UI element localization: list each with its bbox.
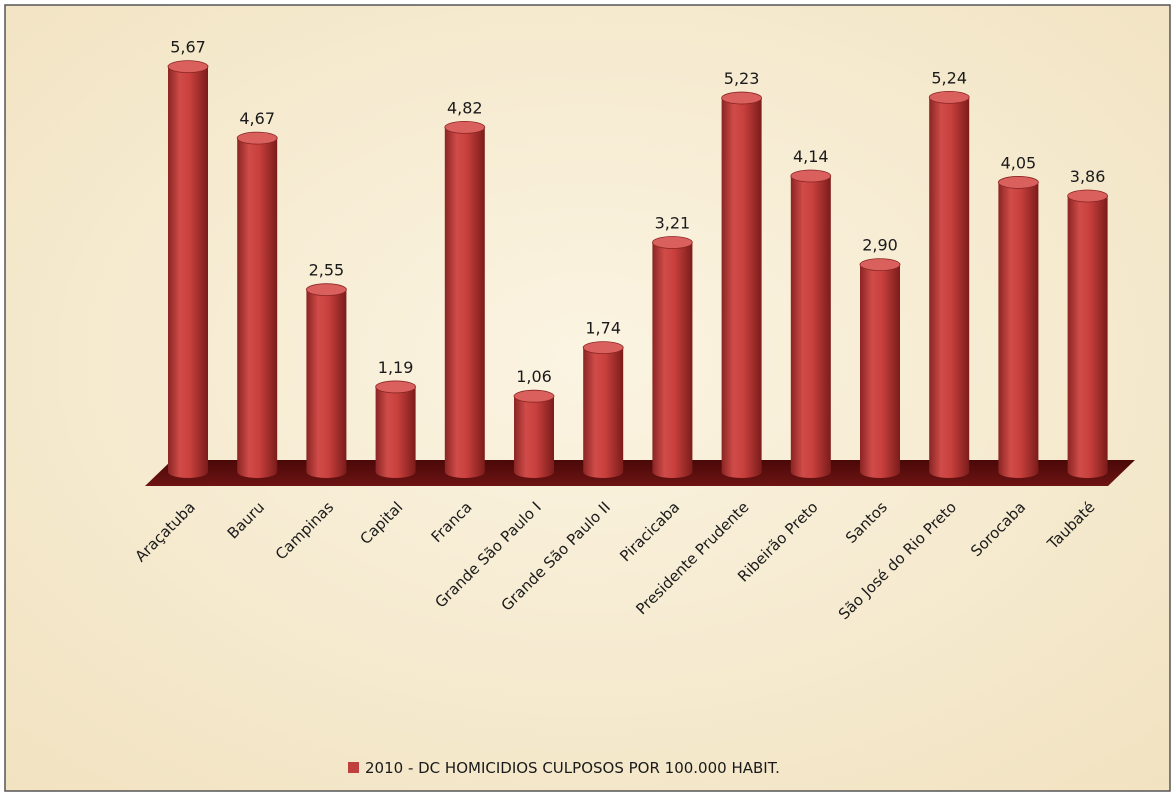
bars-layer [167,60,1108,479]
bar-body [1067,196,1108,479]
bar [167,60,209,478]
bar-top [1067,189,1108,203]
value-label: 5,24 [931,68,967,87]
bar-body [306,289,347,479]
value-label: 1,06 [516,367,552,386]
bar [790,169,832,479]
bar [652,236,693,479]
bar [305,283,347,479]
bar [582,341,624,479]
value-label: 5,67 [170,38,206,57]
value-label: 3,21 [655,213,691,232]
value-label: 4,05 [1001,153,1037,172]
bar [444,120,486,479]
bar-top [375,380,417,394]
bar-body [583,347,624,479]
bar-top [859,258,901,272]
value-label: 4,67 [239,109,275,128]
value-label: 5,23 [724,69,760,88]
bar [1067,189,1108,479]
bar-body [375,386,416,479]
bar-top [582,341,624,354]
legend-swatch [348,762,359,773]
bar [721,91,762,479]
bar-body [514,396,554,478]
bar-body [237,138,278,478]
value-label: 1,74 [585,319,621,338]
bar-top [236,131,278,145]
bar-body [652,242,693,479]
bar-body [860,264,900,478]
bar-body [929,97,970,479]
bar-top [167,60,209,73]
value-labels-layer: 5,67 4,67 2,55 1,19 4,82 1,06 1,74 3,21 5,23 4,14… [170,38,1105,387]
value-label: 4,82 [447,98,483,117]
value-label: 4,14 [793,147,829,166]
chart-floor [145,460,1135,486]
bar-top [721,91,762,105]
value-label: 3,86 [1070,167,1106,186]
bar [998,176,1039,479]
bar-top [305,283,347,297]
bar-top [444,120,486,134]
bar [236,131,278,478]
bar-top [513,389,555,403]
bar [928,90,970,479]
bar-body [721,98,762,479]
bar-body [998,182,1039,479]
bar [375,380,417,479]
bar-top [928,90,970,104]
bar-body [444,127,485,479]
bar-body [790,175,831,479]
bar-top [998,176,1039,189]
bar-top [790,169,832,183]
bar [513,389,555,478]
bar-top [652,236,693,249]
value-label: 2,90 [862,236,898,255]
bar-body [168,66,208,478]
value-label: 1,19 [378,358,414,377]
legend-label: 2010 - DC HOMICIDIOS CULPOSOS POR 100.00… [365,759,780,777]
bar [859,258,901,478]
legend: 2010 - DC HOMICIDIOS CULPOSOS POR 100.00… [348,759,780,777]
value-label: 2,55 [309,261,345,280]
